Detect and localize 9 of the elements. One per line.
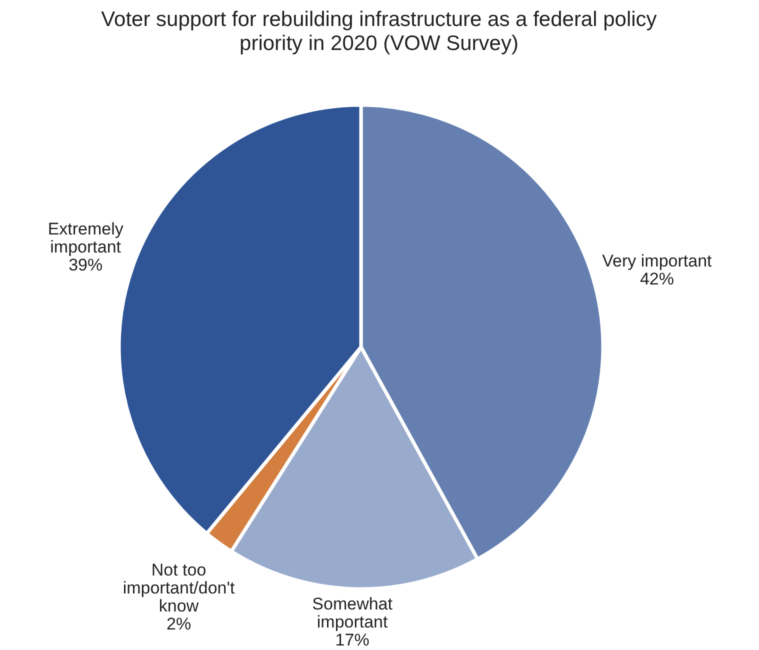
data-label: 17% xyxy=(335,630,370,650)
data-label: 42% xyxy=(640,270,674,289)
slice-label: Very important xyxy=(602,252,712,271)
data-label: 2% xyxy=(166,614,192,634)
slice-label: Somewhat important xyxy=(312,594,393,632)
slice-label: Not too important/don't know xyxy=(122,560,236,616)
slice-label: Extremely important xyxy=(48,219,124,256)
chart-title: Voter support for rebuilding infrastructure as a federal policy priority in 2020 (VOW Survey) xyxy=(101,8,658,55)
data-label: 39% xyxy=(68,255,103,274)
